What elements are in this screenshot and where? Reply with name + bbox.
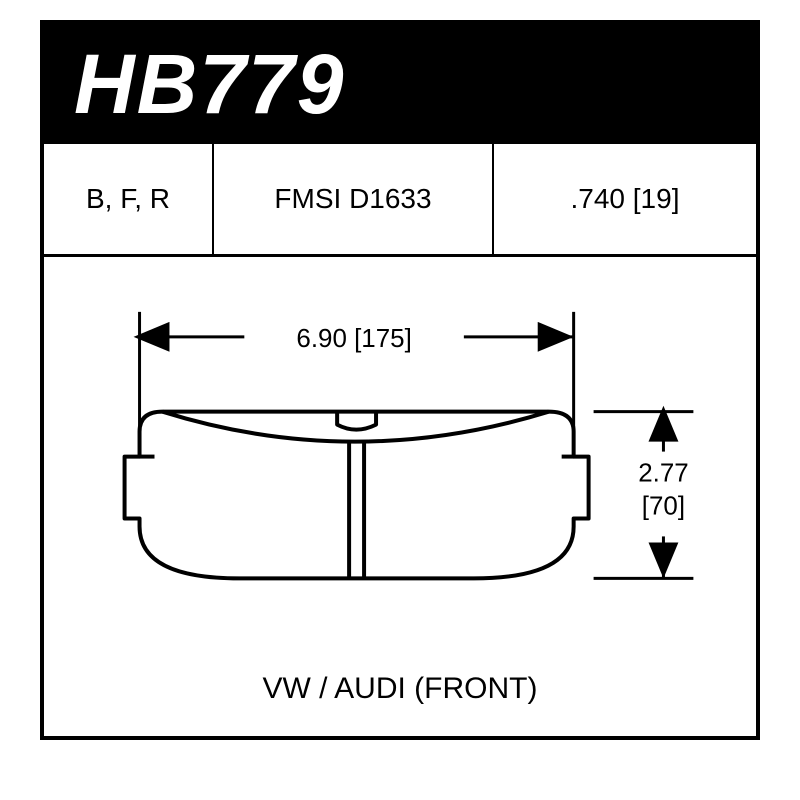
footer-label: VW / AUDI (FRONT) xyxy=(44,672,756,706)
spec-row: B, F, R FMSI D1633 .740 [19] xyxy=(44,144,756,257)
outer-border: HB779 B, F, R FMSI D1633 .740 [19] xyxy=(40,20,760,740)
height-label-1: 2.77 xyxy=(638,460,688,488)
page: HB779 B, F, R FMSI D1633 .740 [19] xyxy=(0,0,800,800)
brake-pad-diagram: 6.90 [175] 2.77 [70] xyxy=(44,257,756,736)
width-dimension: 6.90 [175] xyxy=(140,312,574,432)
spec-compounds: B, F, R xyxy=(44,144,214,254)
title-bar: HB779 xyxy=(44,24,756,144)
width-label: 6.90 [175] xyxy=(296,325,411,353)
height-label-2: [70] xyxy=(642,492,685,520)
height-dimension: 2.77 [70] xyxy=(594,412,694,579)
brake-pad-shape xyxy=(125,412,589,579)
spec-thickness: .740 [19] xyxy=(494,144,756,254)
diagram-area: 6.90 [175] 2.77 [70] xyxy=(44,257,756,736)
part-number: HB779 xyxy=(44,36,345,133)
spec-fmsi: FMSI D1633 xyxy=(214,144,494,254)
